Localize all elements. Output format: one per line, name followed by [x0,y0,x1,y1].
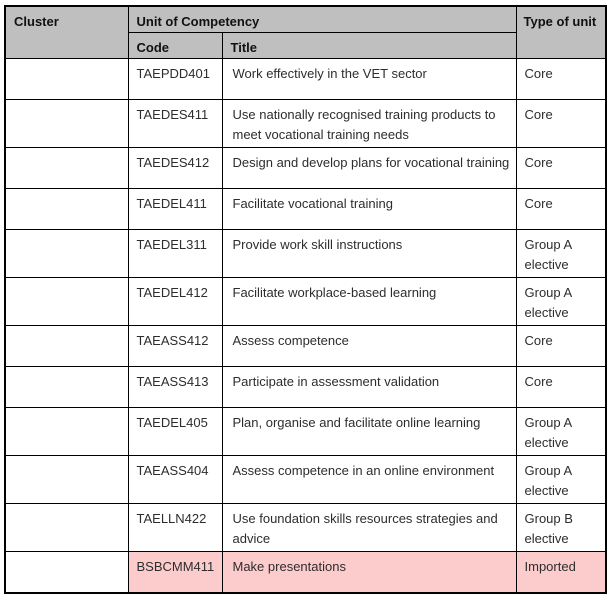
cluster-cell [4,325,129,367]
type-cell: Group A elective [515,455,607,504]
code-cell: TAEDEL405 [127,407,223,456]
cluster-cell [4,147,129,189]
cluster-cell [4,503,129,552]
title-cell: Facilitate vocational training [221,188,517,230]
code-cell: TAELLN422 [127,503,223,552]
type-cell: Core [515,188,607,230]
code-cell: TAEDEL311 [127,229,223,278]
title-cell: Facilitate workplace-based learning [221,277,517,326]
type-cell: Group A elective [515,229,607,278]
table-header-row-1: Cluster Unit of Competency Type of unit [4,5,607,59]
table-row: TAEDES411 Use nationally recognised trai… [4,99,607,148]
code-cell: TAEDES412 [127,147,223,189]
code-cell: TAEDES411 [127,99,223,148]
code-cell: TAEASS404 [127,455,223,504]
cluster-cell [4,99,129,148]
cluster-cell [4,407,129,456]
title-cell: Provide work skill instructions [221,229,517,278]
cluster-cell [4,551,129,593]
code-cell: TAEPDD401 [127,58,223,100]
title-cell: Design and develop plans for vocational … [221,147,517,189]
code-cell: TAEASS413 [127,366,223,408]
table-row-highlighted: BSBCMM411 Make presentations Imported [4,551,607,593]
table-row: TAEDES412 Design and develop plans for v… [4,147,607,189]
table-row: TAEASS413 Participate in assessment vali… [4,366,607,408]
header-unit-of-competency: Unit of Competency [127,5,517,33]
cluster-cell [4,455,129,504]
cluster-cell [4,188,129,230]
competency-table: Cluster Unit of Competency Type of unit … [4,5,607,594]
code-cell: TAEASS412 [127,325,223,367]
code-cell: TAEDEL411 [127,188,223,230]
title-cell: Work effectively in the VET sector [221,58,517,100]
cluster-cell [4,58,129,100]
type-cell: Core [515,58,607,100]
type-cell: Group B elective [515,503,607,552]
table-row: TAELLN422 Use foundation skills resource… [4,503,607,552]
header-title: Title [221,32,517,59]
cluster-cell [4,366,129,408]
type-cell: Core [515,99,607,148]
title-cell: Make presentations [221,551,517,593]
cluster-cell [4,277,129,326]
type-cell: Core [515,366,607,408]
table-row: TAEDEL405 Plan, organise and facilitate … [4,407,607,456]
header-type-of-unit: Type of unit [515,5,607,59]
title-cell: Use nationally recognised training produ… [221,99,517,148]
header-cluster: Cluster [4,5,129,59]
type-cell: Core [515,147,607,189]
cluster-cell [4,229,129,278]
type-cell: Group A elective [515,277,607,326]
title-cell: Plan, organise and facilitate online lea… [221,407,517,456]
title-cell: Participate in assessment validation [221,366,517,408]
type-cell: Imported [515,551,607,593]
table-row: TAEPDD401 Work effectively in the VET se… [4,58,607,100]
type-cell: Group A elective [515,407,607,456]
header-code: Code [127,32,223,59]
table-row: TAEDEL412 Facilitate workplace-based lea… [4,277,607,326]
code-cell: BSBCMM411 [127,551,223,593]
title-cell: Assess competence [221,325,517,367]
table-row: TAEDEL311 Provide work skill instruction… [4,229,607,278]
title-cell: Assess competence in an online environme… [221,455,517,504]
type-cell: Core [515,325,607,367]
table-row: TAEASS404 Assess competence in an online… [4,455,607,504]
table-row: TAEDEL411 Facilitate vocational training… [4,188,607,230]
title-cell: Use foundation skills resources strategi… [221,503,517,552]
code-cell: TAEDEL412 [127,277,223,326]
table-row: TAEASS412 Assess competence Core [4,325,607,367]
